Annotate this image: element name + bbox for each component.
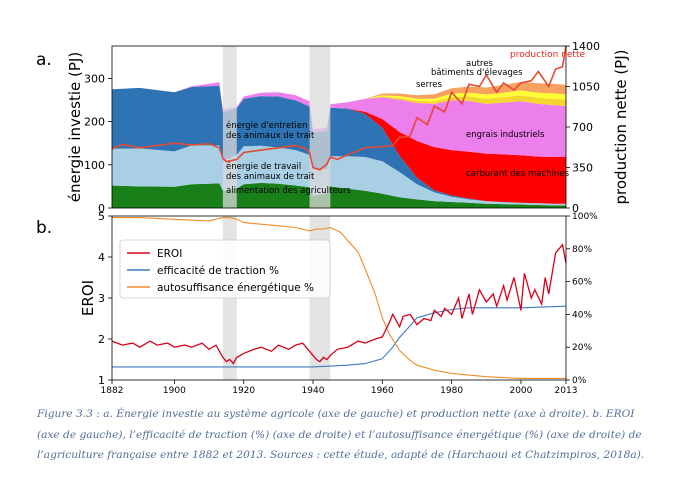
net-production-line xyxy=(111,45,567,171)
ytick-label-b: 2 xyxy=(98,333,105,346)
ytick-label-b: 5 xyxy=(98,210,105,223)
panel-b: 1 2 3 4 5 0% 20% 40% 60% 80% 100% 1882 1900 1920 194… xyxy=(36,210,598,395)
label-entretien-2: des animaux de trait xyxy=(226,131,315,141)
xtick-label: 2013 xyxy=(555,386,578,395)
legend-box xyxy=(119,239,331,299)
y2tick-label-b: 80% xyxy=(572,245,592,255)
label-travail-2: des animaux de trait xyxy=(226,172,315,182)
xtick-label: 2000 xyxy=(509,386,532,395)
left-axis-ticks-b: 1 2 3 4 5 xyxy=(98,210,112,387)
ytick-label-a: 300 xyxy=(84,72,105,85)
label-carburant: carburant des machines xyxy=(466,169,570,179)
y2tick-label-b: 20% xyxy=(572,343,592,353)
shade-a-1 xyxy=(309,46,331,208)
ylabel-b: EROI xyxy=(79,280,97,316)
area-7 xyxy=(112,81,566,129)
y2tick-label-a: 700 xyxy=(572,121,593,134)
left-axis-ticks-a: 0 100 200 300 xyxy=(84,72,112,215)
y2label-a: production nette (PJ) xyxy=(612,50,630,205)
ytick-label-b: 3 xyxy=(98,292,105,305)
panel-label-b: b. xyxy=(36,218,52,238)
figure-caption: Figure 3.3 : a. Énergie investie au syst… xyxy=(37,408,645,461)
ytick-label-b: 1 xyxy=(98,374,105,387)
y2tick-label-a: 1050 xyxy=(572,81,600,94)
series-lines-b xyxy=(111,217,567,379)
ytick-label-a: 0 xyxy=(98,202,105,215)
y2tick-label-b: 40% xyxy=(572,310,592,320)
label-batiments: bâtiments d'élevages xyxy=(431,67,523,78)
label-production-nette: production nette xyxy=(510,50,585,60)
right-axis-ticks-b: 0% 20% 40% 60% 80% 100% xyxy=(566,212,598,386)
y2tick-label-b: 60% xyxy=(572,278,592,288)
label-engrais: engrais industriels xyxy=(466,130,545,140)
ylabel-a: énergie investie (PJ) xyxy=(66,52,84,202)
ytick-label-b: 4 xyxy=(98,251,105,264)
y2tick-label-a: 1400 xyxy=(572,40,600,53)
ytick-label-a: 200 xyxy=(84,116,105,129)
y2tick-label-b: 100% xyxy=(572,212,598,222)
figure: 0 100 200 300 0 350 700 1050 1400 a. énergie in… xyxy=(36,40,630,395)
ytick-label-a: 100 xyxy=(84,159,105,172)
xtick-label: 1882 xyxy=(101,386,124,395)
xtick-label: 1960 xyxy=(371,386,394,395)
y2tick-label-a: 350 xyxy=(572,162,593,175)
label-alimentation: alimentation des agriculteurs xyxy=(226,186,351,196)
area-4 xyxy=(112,82,566,157)
right-axis-ticks-a: 0 350 700 1050 1400 xyxy=(566,40,600,215)
label-entretien-1: énergie d'entretien xyxy=(226,120,307,131)
panel-a: 0 100 200 300 0 350 700 1050 1400 a. énergie in… xyxy=(36,40,630,215)
legend: EROI efficacité de traction % autosuffis… xyxy=(119,239,331,299)
series-line-0 xyxy=(111,243,567,365)
xtick-label: 1940 xyxy=(302,386,325,395)
area-3 xyxy=(112,85,566,204)
label-autres: autres xyxy=(466,59,493,69)
legend-label-autosuffisance: autosuffisance énergétique % xyxy=(157,282,314,294)
net-production-series xyxy=(111,45,567,171)
x-axis-ticks: 1882 1900 1920 1940 1960 1980 2000 2013 xyxy=(101,380,578,395)
xtick-label: 1980 xyxy=(440,386,463,395)
xtick-label: 1920 xyxy=(232,386,255,395)
series-line-1 xyxy=(112,305,567,368)
panel-label-a: a. xyxy=(36,50,52,70)
legend-label-traction: efficacité de traction % xyxy=(157,265,279,277)
series-line-2 xyxy=(112,217,566,379)
label-travail-1: énergie de travail xyxy=(226,161,301,172)
label-serres: serres xyxy=(416,80,443,90)
y2tick-label-a: 0 xyxy=(572,202,579,215)
shade-a-0 xyxy=(222,46,237,208)
xtick-label: 1900 xyxy=(163,386,186,395)
y2tick-label-b: 0% xyxy=(572,376,587,386)
legend-label-eroi: EROI xyxy=(157,248,182,260)
